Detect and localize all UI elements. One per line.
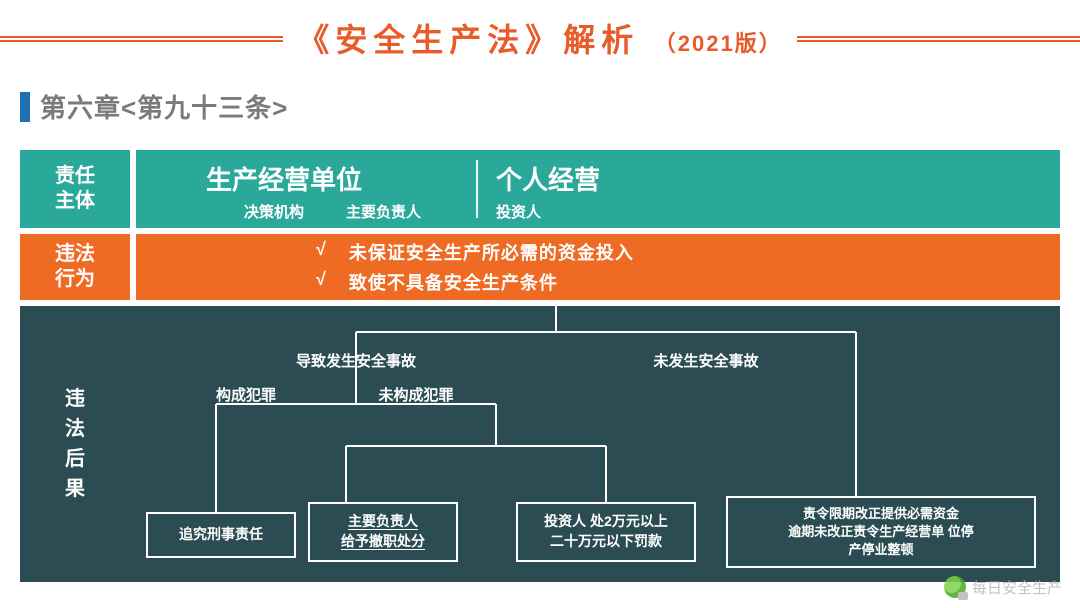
col-individual: 个人经营 (496, 160, 600, 197)
sub-right: 未构成犯罪 (378, 384, 453, 405)
watermark-text: 每日安全生产 (972, 577, 1062, 598)
illegal-line1: 未保证安全生产所必需的资金投入 (349, 239, 634, 265)
illegal-line2: 致使不具备安全生产条件 (349, 269, 558, 295)
col-individual-sub1: 投资人 (496, 201, 541, 222)
diagram-body: 责任 主体 生产经营单位 决策机构 主要负责人 个人经营 投资人 违法 行为 √… (20, 150, 1060, 580)
row-consequence: 违 法 后 果 (20, 306, 1060, 582)
title-box: 《安全生产法》解析 （2021版） (283, 15, 796, 61)
check-icon: √ (316, 239, 327, 265)
title-rule-left (0, 36, 283, 41)
wechat-icon (944, 576, 966, 598)
col-entity-sub1: 决策机构 (244, 201, 304, 222)
col-divider (476, 160, 478, 218)
leaf-criminal: 追究刑事责任 (146, 512, 296, 558)
leaf-rectify: 责令限期改正提供必需资金 逾期未改正责令生产经营单 位停 产停业整顿 (726, 496, 1036, 568)
title-bar: 《安全生产法》解析 （2021版） (0, 14, 1080, 62)
title-rule-right (797, 36, 1080, 41)
check-icon: √ (316, 269, 327, 295)
leaf-fine: 投资人 处2万元以上 二十万元以下罚款 (516, 502, 696, 562)
subhead-bar (20, 92, 30, 122)
row-illegal-body: √ 未保证安全生产所必需的资金投入 √ 致使不具备安全生产条件 (136, 234, 1060, 300)
branch-left: 导致发生安全事故 (296, 350, 416, 371)
subhead-text: 第六章<第九十三条> (40, 88, 288, 125)
leaf-dismissal: 主要负责人 给予撤职处分 (308, 502, 458, 562)
sub-left: 构成犯罪 (216, 384, 276, 405)
row-consequence-body: 导致发生安全事故 未发生安全事故 构成犯罪 未构成犯罪 追究刑事责任 主要负责人… (136, 306, 1060, 582)
row-illegal-label: 违法 行为 (20, 234, 130, 300)
subhead: 第六章<第九十三条> (20, 88, 288, 125)
row-subject-body: 生产经营单位 决策机构 主要负责人 个人经营 投资人 (136, 150, 1060, 228)
title-main: 《安全生产法》解析 (297, 22, 639, 58)
row-illegal-act: 违法 行为 √ 未保证安全生产所必需的资金投入 √ 致使不具备安全生产条件 (20, 234, 1060, 300)
col-entity-sub2: 主要负责人 (346, 201, 421, 222)
title-version: （2021版） (654, 31, 783, 56)
row-subject-label: 责任 主体 (20, 150, 130, 228)
branch-right: 未发生安全事故 (653, 350, 758, 371)
col-entity: 生产经营单位 (206, 160, 362, 197)
row-consequence-label: 违 法 后 果 (20, 306, 130, 582)
row-subject: 责任 主体 生产经营单位 决策机构 主要负责人 个人经营 投资人 (20, 150, 1060, 228)
watermark: 每日安全生产 (944, 576, 1062, 598)
